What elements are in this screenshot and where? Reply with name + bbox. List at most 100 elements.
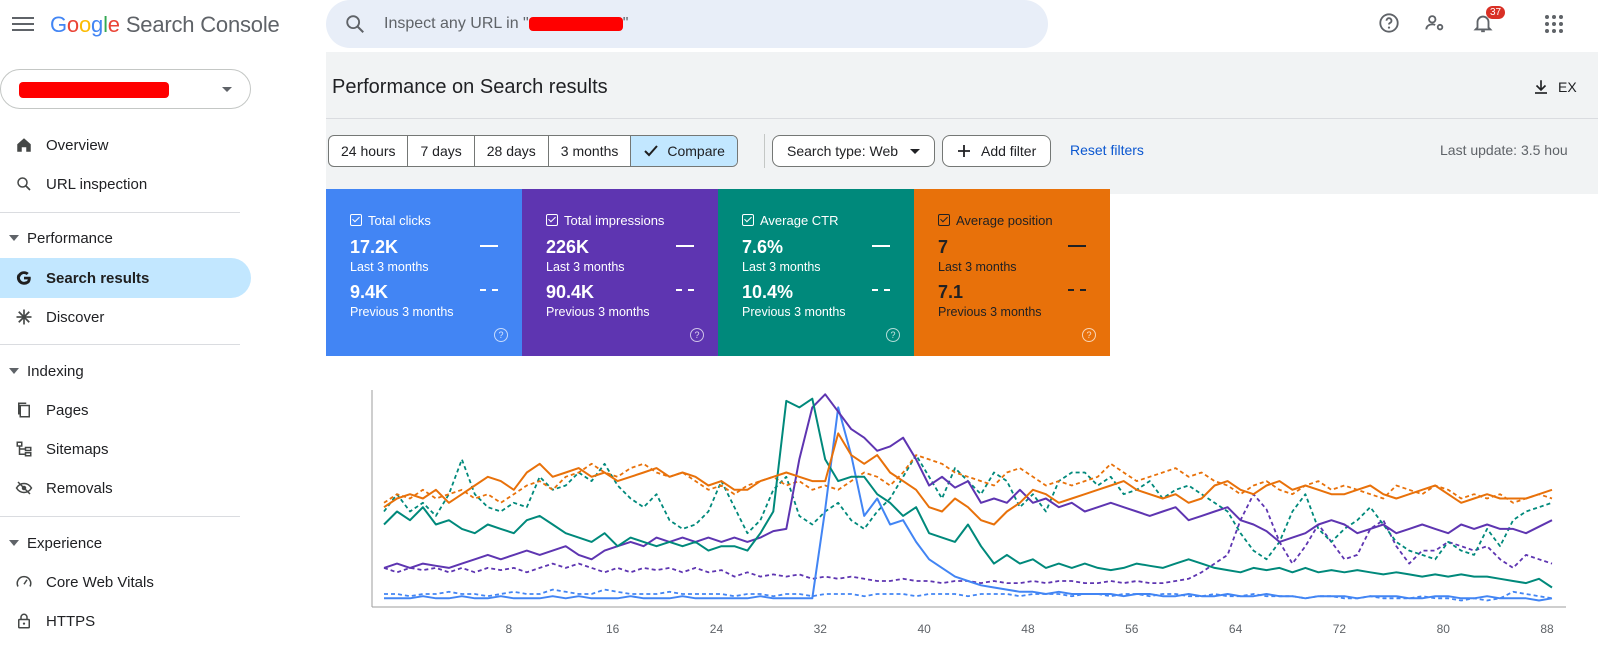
plus-icon [958,145,970,157]
range-24-hours[interactable]: 24 hours [329,136,409,166]
dashed-line-legend-icon [480,289,498,291]
metric-card-average-ctr[interactable]: Average CTR 7.6% Last 3 months 10.4% Pre… [718,189,914,356]
collapse-arrow-icon [9,368,19,374]
sidebar-item-label: Removals [46,479,113,497]
inspect-url-search[interactable]: Inspect any URL in " " [326,0,1048,48]
property-selector[interactable] [0,69,251,109]
sidebar-item-url-inspection[interactable]: URL inspection [0,164,251,204]
sidebar-item-sitemaps[interactable]: Sitemaps [0,429,251,469]
dashed-line-legend-icon [872,289,890,291]
sidebar-item-label: Core Web Vitals [46,573,154,591]
top-bar: Google Search Console Inspect any URL in … [0,0,1598,52]
card-label: Average CTR [760,213,839,228]
export-button[interactable]: EX [1532,78,1577,96]
search-icon [346,15,364,33]
sidebar-item-label: Overview [46,136,109,154]
series-line-ctr [383,397,1553,589]
solid-line-legend-icon [480,245,498,247]
search-placeholder-prefix: Inspect any URL in " [384,15,529,32]
sidebar-section-experience[interactable]: Experience [0,528,240,558]
metric-card-average-position[interactable]: Average position 7 Last 3 months 7.1 Pre… [914,189,1110,356]
gauge-icon [14,572,34,592]
x-tick-label: 72 [1333,622,1347,636]
add-filter-button[interactable]: Add filter [942,135,1052,167]
x-tick-label: 40 [917,622,931,636]
logo-letter: o [66,12,79,37]
section-label: Performance [27,229,113,247]
help-icon[interactable]: ? [494,328,508,342]
export-label: EX [1558,79,1577,95]
sidebar-item-label: Discover [46,308,105,326]
sitemap-icon [14,439,34,459]
range-7-days[interactable]: 7 days [408,136,475,166]
checkbox-icon[interactable] [350,214,362,226]
search-type-filter[interactable]: Search type: Web [772,135,936,167]
search-input[interactable]: Inspect any URL in " " [384,15,628,33]
logo-letter: G [50,12,67,37]
page-title: Performance on Search results [332,76,608,98]
section-label: Indexing [27,362,84,380]
sidebar-item-label: Pages [46,401,89,419]
help-icon[interactable]: ? [1082,328,1096,342]
user-settings-icon[interactable] [1424,12,1446,34]
asterisk-icon [14,307,34,327]
card-prev-value: 9.4K [350,282,389,302]
apps-grid-icon[interactable] [1544,14,1564,34]
range-compare[interactable]: Compare [631,136,737,166]
performance-chart[interactable]: 8 16 24 32 40 48 56 64 72 80 88 [326,356,1598,656]
checkbox-icon[interactable] [938,214,950,226]
dashed-line-legend-icon [676,289,694,291]
date-range-selector: 24 hours 7 days 28 days 3 months Compare [328,135,738,167]
solid-line-legend-icon [872,245,890,247]
collapse-arrow-icon [9,235,19,241]
search-console-logo[interactable]: Google Search Console [50,12,280,38]
series-line-position [383,432,1553,526]
sidebar-item-removals[interactable]: Removals [0,468,251,508]
logo-letter: o [78,12,92,37]
card-period: Last 3 months [938,260,1017,274]
sidebar-divider [0,344,240,345]
card-prev-period: Previous 3 months [742,305,846,319]
reset-filters-link[interactable]: Reset filters [1070,142,1144,158]
lock-icon [14,611,34,631]
x-tick-label: 88 [1540,622,1554,636]
sidebar-section-performance[interactable]: Performance [0,223,240,253]
notifications-icon[interactable] [1472,12,1494,34]
card-prev-value: 90.4K [546,282,595,302]
dropdown-caret-icon [222,87,232,92]
pages-icon [14,400,34,420]
sidebar-section-indexing[interactable]: Indexing [0,356,240,386]
help-icon[interactable] [1378,12,1400,34]
checkbox-icon[interactable] [546,214,558,226]
logo-letter: l [103,12,108,37]
sidebar-item-https[interactable]: HTTPS [0,601,251,641]
range-28-days[interactable]: 28 days [475,136,549,166]
series-line-clicks-prev [384,588,1553,602]
card-prev-period: Previous 3 months [350,305,454,319]
card-value: 7 [938,237,949,257]
card-label: Total clicks [368,213,431,228]
metric-cards: Total clicks 17.2K Last 3 months 9.4K Pr… [326,189,1110,356]
range-3-months[interactable]: 3 months [549,136,632,166]
last-update-text: Last update: 3.5 hou [1440,142,1568,158]
card-prev-value: 10.4% [742,282,794,302]
card-period: Last 3 months [546,260,625,274]
sidebar-item-discover[interactable]: Discover [0,297,251,337]
checkbox-icon[interactable] [742,214,754,226]
card-value: 226K [546,237,590,257]
main-menu-icon[interactable] [12,14,34,34]
sidebar-item-overview[interactable]: Overview [0,125,251,165]
card-value: 7.6% [742,237,784,257]
card-label: Total impressions [564,213,665,228]
metric-card-total-clicks[interactable]: Total clicks 17.2K Last 3 months 9.4K Pr… [326,189,522,356]
collapse-arrow-icon [9,540,19,546]
home-icon [14,135,34,155]
download-icon [1535,80,1547,94]
sidebar-item-core-web-vitals[interactable]: Core Web Vitals [0,562,251,602]
sidebar-item-search-results[interactable]: Search results [0,258,251,298]
sidebar-item-label: Sitemaps [46,440,109,458]
metric-card-total-impressions[interactable]: Total impressions 226K Last 3 months 90.… [522,189,718,356]
help-icon[interactable]: ? [690,328,704,342]
help-icon[interactable]: ? [886,328,900,342]
sidebar-item-pages[interactable]: Pages [0,390,251,430]
